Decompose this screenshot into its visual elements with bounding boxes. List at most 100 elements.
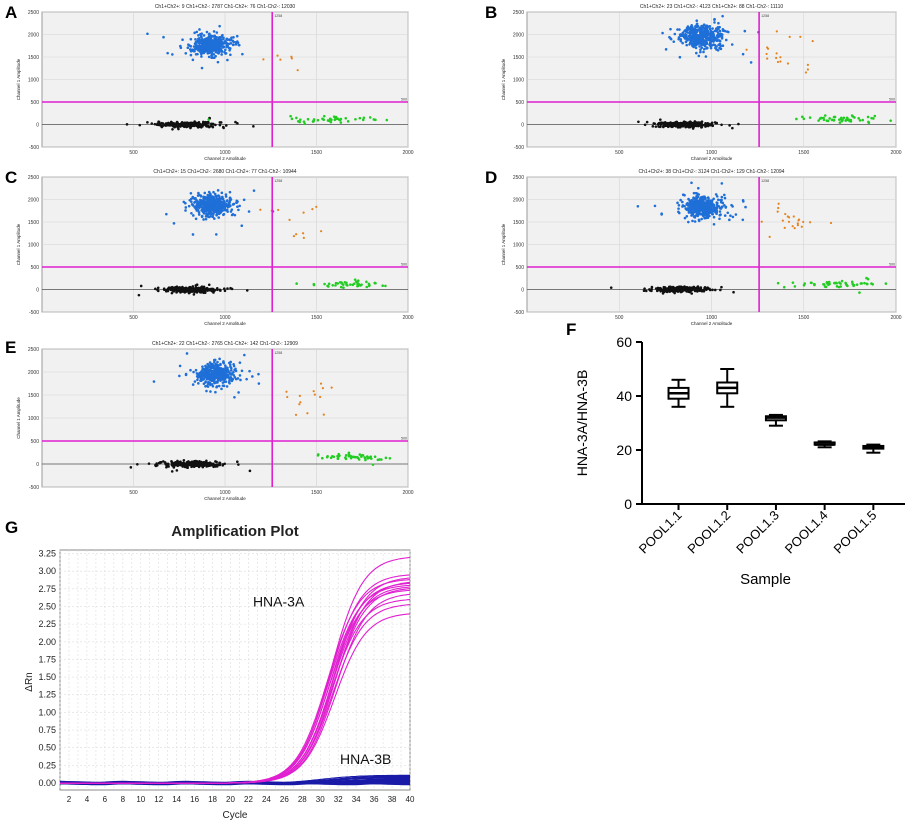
droplet-ch1-ch2- [700, 41, 703, 45]
droplet-ch1-ch2- [219, 362, 222, 366]
droplet-ch1-ch2- [279, 58, 282, 61]
droplet-ch1-ch2- [205, 197, 208, 201]
droplet-ch1-ch2- [202, 218, 205, 221]
droplet-ch1-ch2- [786, 215, 789, 218]
droplet-ch1-ch2- [678, 55, 682, 59]
droplet-ch1-ch2- [685, 208, 689, 211]
droplet-ch1-ch2- [650, 285, 654, 289]
droplet-ch1-ch2- [171, 53, 174, 56]
y-tick-label: 500 [31, 100, 40, 106]
x-tick-label: 24 [262, 795, 271, 804]
droplet-ch1-ch2- [822, 283, 826, 286]
droplet-ch1-ch2- [708, 203, 712, 206]
droplet-ch1-ch2- [229, 369, 233, 372]
droplet-ch1-ch2- [681, 200, 684, 204]
droplet-ch1-ch2- [190, 48, 194, 52]
droplet-ch1-ch2- [702, 213, 706, 217]
droplet-ch1-ch2- [345, 283, 348, 286]
droplet-ch1-ch2- [368, 116, 372, 119]
droplet-ch1-ch2- [332, 115, 336, 118]
droplet-ch1-ch2- [313, 393, 316, 396]
droplet-ch1-ch2- [339, 285, 343, 289]
y-tick-label: 1.75 [38, 654, 56, 664]
droplet-ch1-ch2- [693, 216, 697, 219]
droplet-ch1-ch2- [194, 196, 197, 200]
droplet-ch1-ch2- [125, 123, 129, 126]
panel-label-a: A [5, 3, 18, 22]
droplet-ch1-ch2- [239, 378, 242, 382]
droplet-ch1-ch2- [199, 39, 203, 42]
droplet-ch1-ch2- [644, 289, 648, 293]
droplet-ch1-ch2- [802, 117, 806, 121]
droplet-ch1-ch2- [673, 124, 677, 127]
droplet-ch1-ch2- [839, 116, 843, 120]
droplet-ch1-ch2- [251, 375, 254, 378]
droplet-ch1-ch2- [711, 124, 715, 128]
droplet-ch1-ch2- [226, 287, 229, 290]
droplet-ch1-ch2- [344, 456, 347, 459]
droplet-ch1-ch2- [199, 288, 203, 292]
y-tick-label: 2.25 [38, 619, 56, 629]
droplet-ch1-ch2- [224, 124, 228, 127]
droplet-ch1-ch2- [185, 121, 189, 125]
droplet-ch1-ch2- [238, 374, 242, 377]
droplet-ch1-ch2- [334, 284, 337, 287]
droplet-ch1-ch2- [298, 403, 301, 406]
droplet-ch1-ch2- [235, 34, 239, 38]
droplet-ch1-ch2- [212, 47, 216, 51]
droplet-ch1-ch2- [721, 14, 724, 18]
x-tick-label: 500 [129, 150, 138, 156]
droplet-ch1-ch2- [709, 200, 712, 204]
droplet-ch1-ch2- [176, 121, 179, 124]
droplet-ch1-ch2- [202, 34, 206, 37]
droplet-ch1-ch2- [234, 377, 238, 381]
droplet-ch1-ch2- [699, 208, 702, 211]
droplet-ch1-ch2- [648, 288, 651, 291]
droplet-ch1-ch2- [230, 378, 234, 382]
droplet-ch1-ch2- [319, 230, 323, 233]
droplet-ch1-ch2- [781, 219, 784, 222]
droplet-ch1-ch2- [195, 291, 199, 294]
threshold-value-ch2: 1258 [274, 179, 282, 183]
droplet-ch1-ch2- [694, 46, 698, 50]
droplet-ch1-ch2- [690, 205, 694, 209]
droplet-ch1-ch2- [229, 360, 233, 364]
droplet-ch1-ch2- [838, 118, 841, 121]
droplet-ch1-ch2- [193, 290, 196, 293]
droplet-ch1-ch2- [195, 461, 198, 465]
y-tick-label: 2000 [28, 33, 39, 39]
droplet-ch1-ch2- [184, 206, 188, 209]
y-axis-label: Channel 1 Amplitude [16, 58, 21, 100]
droplet-ch1-ch2- [277, 208, 280, 212]
droplet-ch1-ch2- [214, 54, 217, 58]
droplet-ch1-ch2- [216, 51, 219, 54]
droplet-ch1-ch2- [712, 223, 716, 226]
droplet-ch1-ch2- [225, 208, 229, 211]
droplet-ch1-ch2- [315, 205, 318, 208]
droplet-ch1-ch2- [693, 34, 697, 37]
droplet-ch1-ch2- [705, 46, 709, 49]
droplet-ch1-ch2- [225, 385, 229, 388]
droplet-ch1-ch2- [775, 30, 778, 33]
x-tick-label: 1500 [311, 490, 322, 496]
droplet-ch1-ch2- [705, 24, 709, 28]
droplet-ch1-ch2- [665, 122, 669, 125]
droplet-ch1-ch2- [197, 40, 200, 44]
droplet-ch1-ch2- [222, 361, 225, 364]
x-axis-label: Channel 2 Amplitude [691, 321, 733, 325]
droplet-ch1-ch2- [170, 286, 173, 290]
droplet-ch1-ch2- [719, 44, 722, 48]
droplet-ch1-ch2- [225, 199, 229, 203]
droplet-ch1-ch2- [833, 115, 837, 119]
threshold-value-ch2: 1258 [274, 351, 282, 355]
y-tick-label: 2.00 [38, 637, 56, 647]
droplet-ch1-ch2- [208, 361, 212, 364]
x-tick-label: 32 [334, 795, 343, 804]
droplet-ch1-ch2- [842, 116, 846, 120]
droplet-ch1-ch2- [237, 43, 241, 47]
threshold-value-ch1: 500 [889, 98, 895, 102]
droplet-ch1-ch2- [198, 28, 201, 31]
droplet-ch1-ch2- [204, 462, 208, 466]
droplet-ch1-ch2- [316, 453, 320, 456]
droplet-ch1-ch2- [215, 31, 219, 34]
